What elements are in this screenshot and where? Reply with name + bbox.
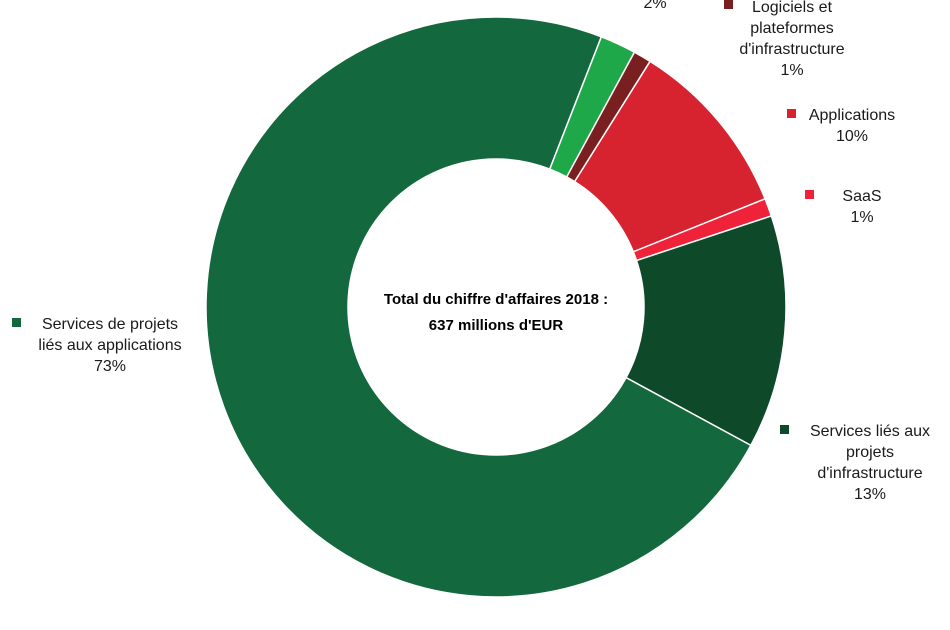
legend-marker bbox=[12, 318, 21, 327]
center-total-value: 637 millions d'EUR bbox=[429, 317, 564, 334]
slice-category-label: d'infrastructure bbox=[739, 41, 844, 58]
slice-value-label: 2% bbox=[643, 0, 666, 12]
slice-value-label: 1% bbox=[850, 209, 873, 226]
slice-category-label: Applications bbox=[809, 107, 895, 124]
slice-category-label: plateformes bbox=[750, 20, 834, 37]
slice-category-label: d'infrastructure bbox=[817, 465, 922, 482]
slice-value-label: 13% bbox=[854, 486, 886, 503]
slice-category-label: SaaS bbox=[842, 188, 881, 205]
legend-marker bbox=[724, 0, 733, 9]
donut-slice bbox=[625, 214, 787, 447]
slice-value-label: 10% bbox=[836, 128, 868, 145]
slice-value-label: 1% bbox=[780, 62, 803, 79]
slice-category-label: projets bbox=[846, 444, 894, 461]
slice-category-label: liés aux applications bbox=[38, 337, 181, 354]
legend-marker bbox=[805, 190, 814, 199]
legend-marker bbox=[780, 425, 789, 434]
slice-category-label: Services de projets bbox=[42, 316, 178, 333]
donut-slice bbox=[205, 16, 752, 598]
slice-value-label: 73% bbox=[94, 358, 126, 375]
slice-category-label: Services liés aux bbox=[810, 423, 930, 440]
donut-slices bbox=[205, 16, 787, 598]
slice-category-label: Logiciels et bbox=[752, 0, 833, 16]
legend-marker bbox=[787, 109, 796, 118]
slice-labels: Logiciels et plateformes d'infrastructure 1… bbox=[12, 0, 930, 503]
center-total-label: Total du chiffre d'affaires 2018 : bbox=[384, 291, 608, 308]
donut-slice bbox=[548, 35, 636, 178]
